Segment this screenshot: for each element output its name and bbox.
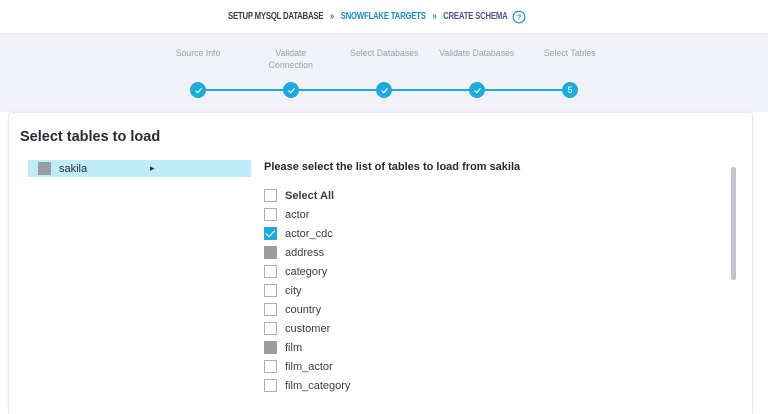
svg-text:?: ?: [517, 14, 521, 21]
